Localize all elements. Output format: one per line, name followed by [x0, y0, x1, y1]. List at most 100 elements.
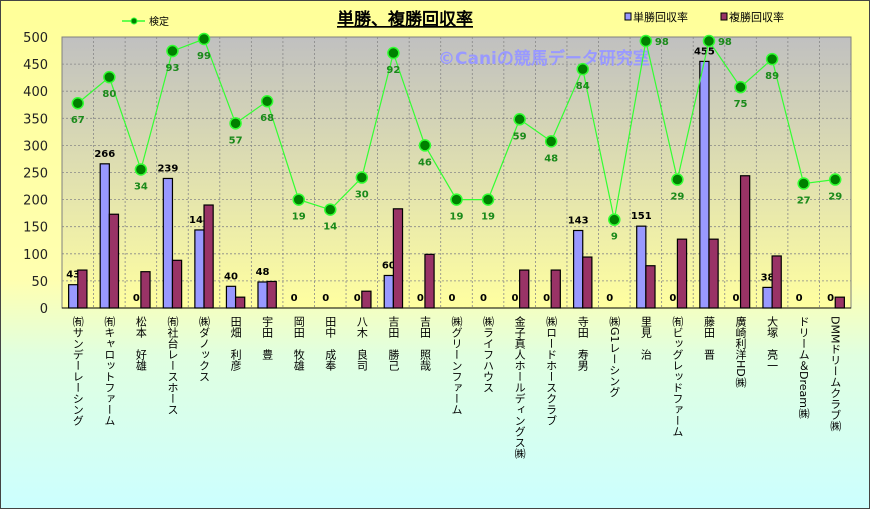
x-tick-label: 八木 良司	[355, 316, 368, 371]
x-tick-label: 大塚 亮一	[766, 315, 779, 371]
data-label-tansho: 0	[448, 293, 455, 304]
bar-fukusho	[424, 253, 435, 309]
data-label-kentei: 98	[718, 37, 732, 48]
data-label-tansho: 0	[796, 293, 803, 304]
x-tick-label: ㈲社台レースホース	[166, 316, 179, 415]
bar-fukusho	[171, 259, 183, 309]
x-tick-label: ㈱ダノックス	[198, 316, 211, 382]
data-label-tansho: 151	[631, 211, 652, 222]
data-label-kentei: 84	[576, 81, 590, 92]
bar-tansho	[636, 225, 647, 309]
x-tick-label: ㈱グリーンファーム	[450, 316, 463, 415]
data-label-kentei: 46	[418, 157, 432, 168]
bar-fukusho	[203, 204, 214, 309]
x-tick-label: 松本 好雄	[134, 315, 147, 371]
kentei-marker	[197, 32, 211, 46]
bar-tansho	[383, 274, 394, 309]
data-label-kentei: 92	[386, 65, 400, 76]
data-label-tansho: 0	[512, 293, 519, 304]
data-label-tansho: 0	[732, 293, 739, 304]
y-tick-label: 400	[23, 85, 48, 100]
kentei-marker	[608, 213, 621, 226]
bar-fukusho	[140, 271, 151, 309]
bar-fukusho	[582, 256, 593, 309]
kentei-marker	[418, 139, 432, 152]
bar-fukusho	[108, 213, 120, 309]
data-label-tansho: 0	[606, 293, 613, 304]
y-tick-label: 100	[23, 248, 48, 263]
kentei-marker	[513, 113, 526, 126]
bar-tansho	[194, 229, 205, 309]
legend-item-tansho: 単勝回収率	[624, 10, 688, 24]
x-tick-label: 里見 治	[639, 316, 652, 361]
bar-fukusho	[834, 296, 845, 309]
bar-tansho	[257, 281, 268, 309]
x-tick-label: ㈱G1レーシング	[608, 316, 621, 398]
y-tick-label: 300	[23, 139, 48, 154]
y-tick-label: 200	[23, 194, 48, 209]
bar-fukusho	[645, 265, 656, 309]
kentei-marker	[324, 203, 337, 216]
kentei-marker	[702, 34, 716, 48]
bar-fukusho	[361, 290, 372, 309]
chart-title: 単勝、複勝回収率	[337, 9, 473, 30]
data-label-tansho: 144	[189, 215, 210, 226]
kentei-marker	[166, 44, 179, 58]
bar-tansho	[162, 177, 174, 309]
x-tick-label: DMMドリームクラブ㈱	[829, 316, 842, 431]
data-label-tansho: 0	[133, 293, 140, 304]
data-label-kentei: 80	[102, 89, 116, 100]
kentei-marker	[828, 173, 842, 186]
bar-tansho	[762, 286, 773, 309]
data-label-kentei: 98	[655, 37, 669, 48]
data-label-tansho: 0	[543, 293, 550, 304]
kentei-marker	[734, 80, 747, 94]
kentei-marker	[292, 193, 305, 206]
data-label-tansho: 266	[94, 149, 115, 160]
bar-fukusho	[771, 255, 782, 309]
kentei-marker	[355, 171, 369, 184]
bar-fukusho	[77, 269, 88, 309]
kentei-marker	[481, 193, 495, 206]
x-tick-label: ㈲サンデーレーシング	[71, 316, 84, 426]
data-label-kentei: 29	[670, 192, 684, 203]
bar-tansho	[699, 60, 710, 309]
x-tick-label: 寺田 寿男	[576, 316, 589, 372]
bar-fukusho	[676, 238, 688, 309]
legend-item-kentei: 検定	[122, 15, 169, 28]
gridlines	[62, 37, 851, 309]
data-label-kentei: 19	[450, 212, 464, 223]
data-label-kentei: 27	[797, 196, 811, 207]
y-axis: 0 50 100 150 200 250 300 350 400 450 500	[23, 31, 48, 317]
data-label-tansho: 143	[568, 215, 589, 226]
x-tick-label: 廣崎利洋HD㈱	[734, 315, 747, 388]
watermark: ©Caniの競馬データ研究室	[438, 48, 650, 69]
data-label-kentei: 19	[481, 212, 495, 223]
legend-item-fukusho: 複勝回収率	[720, 10, 784, 24]
x-tick-label: ㈲ビッグレッドファーム	[671, 316, 684, 437]
data-label-kentei: 19	[292, 212, 306, 223]
kentei-marker	[671, 173, 684, 186]
x-tick-label: ㈱ライフハウス	[482, 316, 495, 393]
bar-fukusho	[234, 296, 246, 309]
data-label-kentei: 48	[544, 153, 558, 164]
y-tick-label: 250	[23, 167, 48, 182]
bar-fukusho	[519, 269, 530, 309]
data-label-kentei: 99	[197, 51, 211, 62]
bar-fukusho	[266, 280, 277, 309]
data-label-tansho: 0	[417, 293, 424, 304]
bar-tansho	[572, 229, 584, 309]
x-tick-label: 田畑 利彦	[229, 316, 242, 372]
data-label-tansho: 0	[354, 293, 361, 304]
kentei-line: 67 80 34 93 99 57 68 19 14 30 92 46 19 19 59 48 84 9 98 29 9…	[71, 32, 842, 243]
bar-tansho	[99, 163, 110, 309]
data-label-tansho: 455	[694, 46, 715, 57]
x-tick-label: ㈱ロードホースクラブ	[545, 316, 558, 426]
data-label-tansho: 0	[322, 293, 329, 304]
data-label-kentei: 93	[165, 63, 179, 74]
data-label-kentei: 30	[355, 190, 369, 201]
kentei-marker	[387, 46, 400, 60]
y-tick-label: 450	[23, 58, 48, 73]
y-tick-label: 0	[40, 302, 48, 317]
kentei-marker	[450, 193, 463, 206]
